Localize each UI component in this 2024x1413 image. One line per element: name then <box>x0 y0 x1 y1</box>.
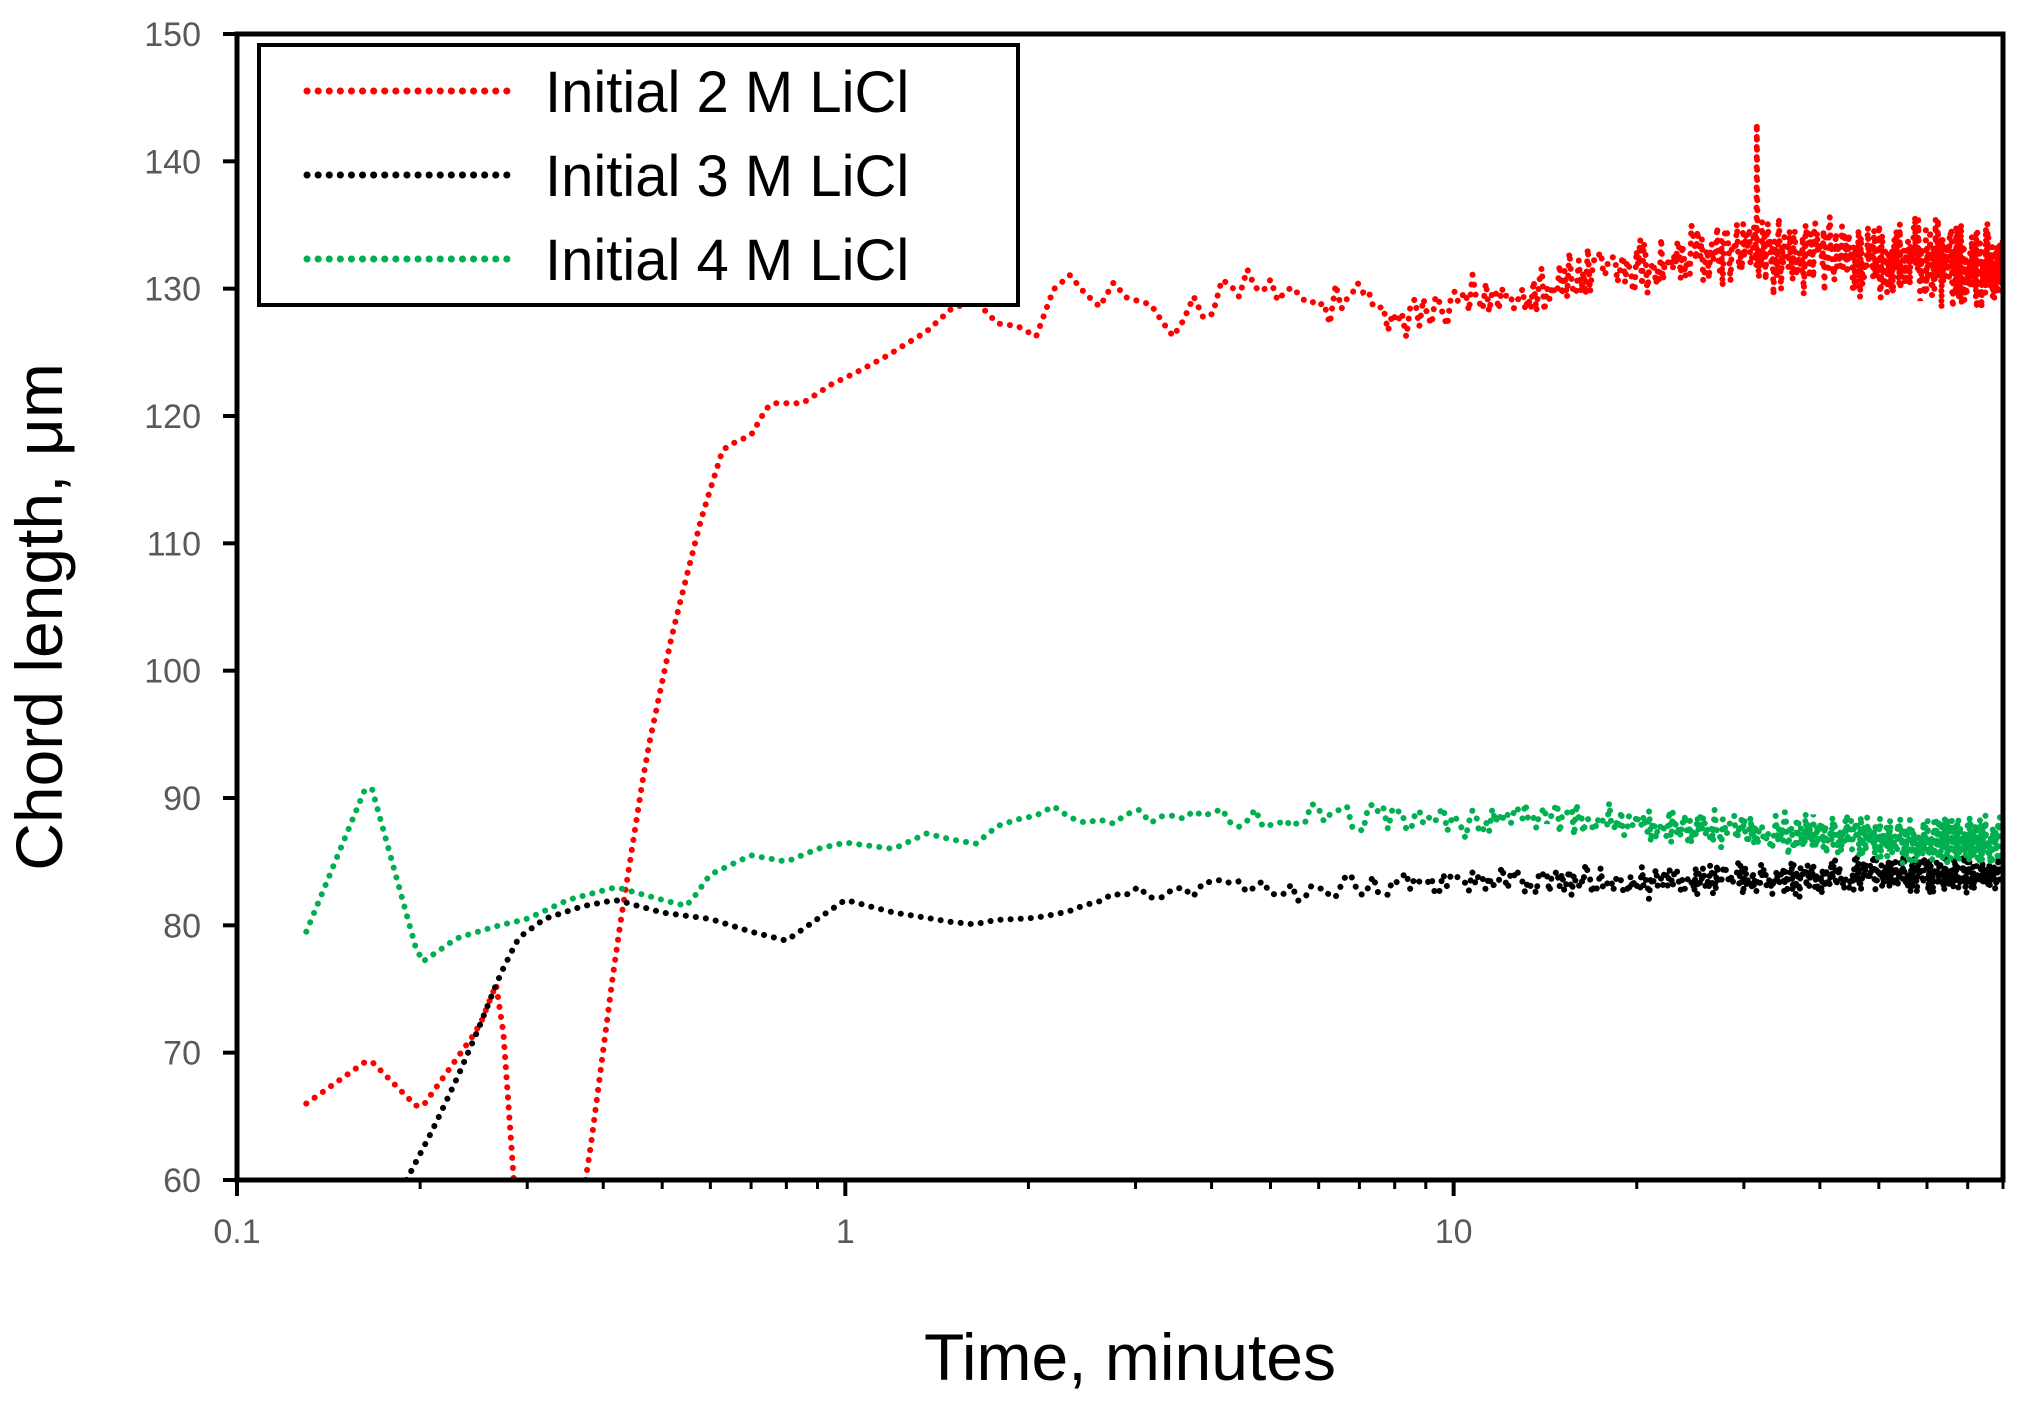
y-tick-label: 130 <box>144 271 201 309</box>
y-axis-title: Chord length, μm <box>2 363 76 871</box>
legend: Initial 2 M LiCl Initial 3 M LiCl Initial … <box>257 43 1020 307</box>
series-line <box>303 123 2003 1180</box>
series-line <box>303 785 2003 966</box>
legend-label: Initial 2 M LiCl <box>545 60 909 125</box>
y-tick-label: 110 <box>147 525 201 563</box>
series-2 <box>403 852 2003 1180</box>
y-tick-label: 140 <box>144 143 201 181</box>
x-axis-title: Time, minutes <box>924 1320 1336 1394</box>
series-layer <box>303 123 2003 1180</box>
x-tick-label: 0.1 <box>213 1213 260 1251</box>
y-tick-label: 80 <box>163 907 201 945</box>
y-tick-label: 150 <box>144 16 201 54</box>
plot-area-frame <box>234 31 2006 1183</box>
series-3 <box>303 785 2003 966</box>
legend-label: Initial 3 M LiCl <box>545 144 909 209</box>
y-tick-label: 70 <box>163 1035 201 1073</box>
y-tick-label: 100 <box>144 653 201 691</box>
y-axis-ticks: 60 70 80 90 100 110 120 130 140 150 <box>144 16 237 1200</box>
x-tick-label: 1 <box>836 1213 855 1251</box>
y-tick-label: 90 <box>163 780 201 818</box>
y-tick-label: 120 <box>144 398 201 436</box>
legend-label: Initial 4 M LiCl <box>545 228 909 293</box>
series-1 <box>303 123 2003 1180</box>
y-tick-label: 60 <box>163 1162 201 1200</box>
x-tick-label: 10 <box>1435 1213 1473 1251</box>
series-line <box>403 852 2003 1180</box>
x-axis-ticks: 0.1 1 10 <box>213 1180 2005 1251</box>
